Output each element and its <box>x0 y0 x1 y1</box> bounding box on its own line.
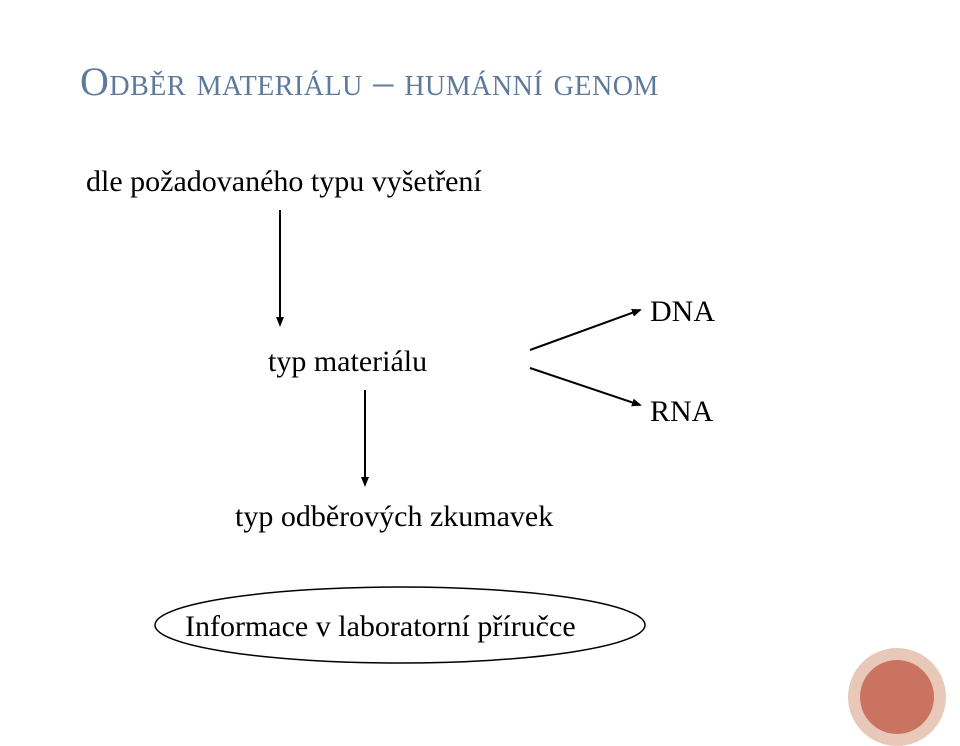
label-material-type: typ materiálu <box>268 345 427 379</box>
decorative-badge <box>848 648 946 746</box>
arrow <box>530 310 640 350</box>
label-manual-info: Informace v laboratorní příručce <box>185 610 576 644</box>
label-tube-type: typ odběrových zkumavek <box>235 500 553 534</box>
page-title: Odběr materiálu – humánní genom <box>80 58 659 105</box>
arrow <box>530 368 640 405</box>
label-requested-type: dle požadovaného typu vyšetření <box>86 165 482 199</box>
label-dna: DNA <box>650 295 715 329</box>
label-rna: RNA <box>650 395 713 429</box>
decorative-badge-inner <box>860 660 934 734</box>
